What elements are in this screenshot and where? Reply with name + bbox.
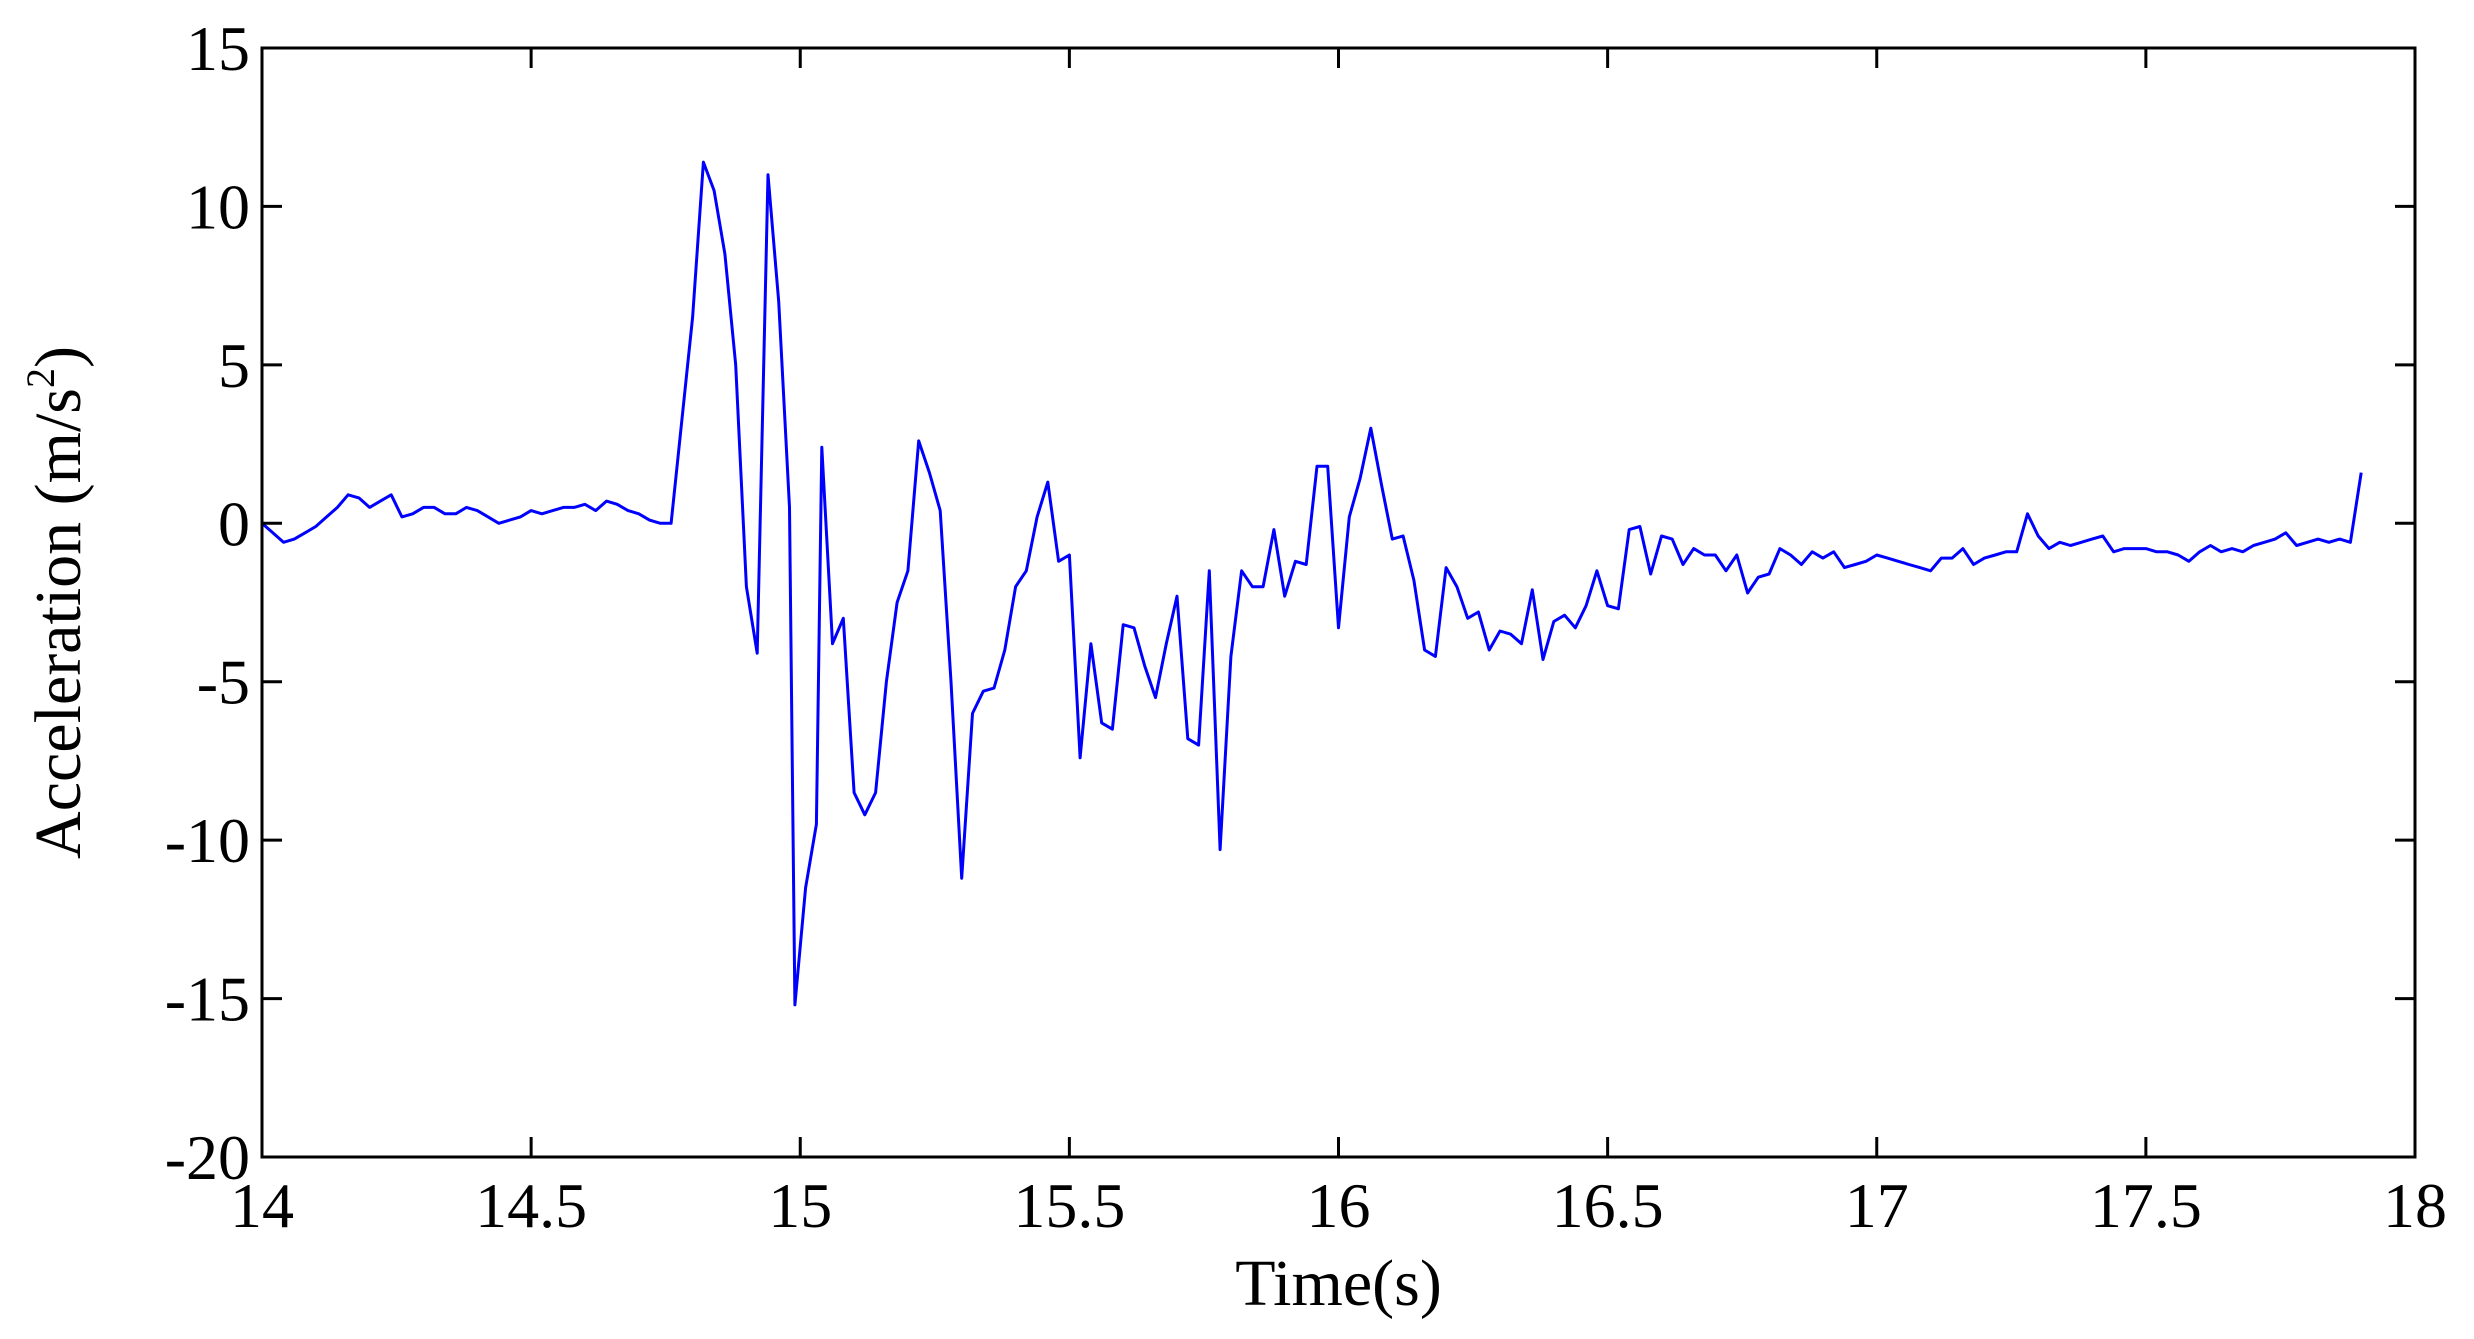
y-tick-label: 10 [186, 171, 250, 242]
plot-frame [260, 46, 2417, 1159]
x-tick-label: 16 [1307, 1170, 1371, 1241]
y-axis-title-main: Acceleration (m/s [22, 388, 95, 859]
x-tick-label: 15 [768, 1170, 832, 1241]
x-tick-label: 16.5 [1552, 1170, 1664, 1241]
y-tick-label: 0 [218, 488, 250, 559]
x-tick-label: 15.5 [1013, 1170, 1125, 1241]
y-axis-title-superscript: 2 [18, 368, 63, 388]
x-tick-label: 14 [230, 1170, 294, 1241]
y-tick-label: 15 [186, 13, 250, 84]
x-tick-label: 18 [2383, 1170, 2447, 1241]
y-axis-title-close: ) [22, 346, 95, 368]
y-tick-label: -20 [165, 1122, 250, 1193]
y-tick-label: 5 [218, 330, 250, 401]
y-axis-title: Acceleration (m/s2) [18, 346, 95, 859]
y-tick-label: -15 [165, 964, 250, 1035]
x-axis-title: Time(s) [1235, 1247, 1442, 1320]
x-tick-label: 17.5 [2090, 1170, 2202, 1241]
x-tick-label: 17 [1845, 1170, 1909, 1241]
x-tick-labels: 14 14.5 15 15.5 16 16.5 17 17.5 18 [230, 1170, 2447, 1241]
y-tick-label: -10 [165, 805, 250, 876]
x-tick-label: 14.5 [475, 1170, 587, 1241]
acceleration-series-line [261, 160, 2363, 1007]
y-tick-labels: 15 10 5 0 -5 -10 -15 -20 [165, 13, 250, 1193]
series-layer [261, 160, 2363, 1007]
y-tick-label: -5 [197, 647, 250, 718]
